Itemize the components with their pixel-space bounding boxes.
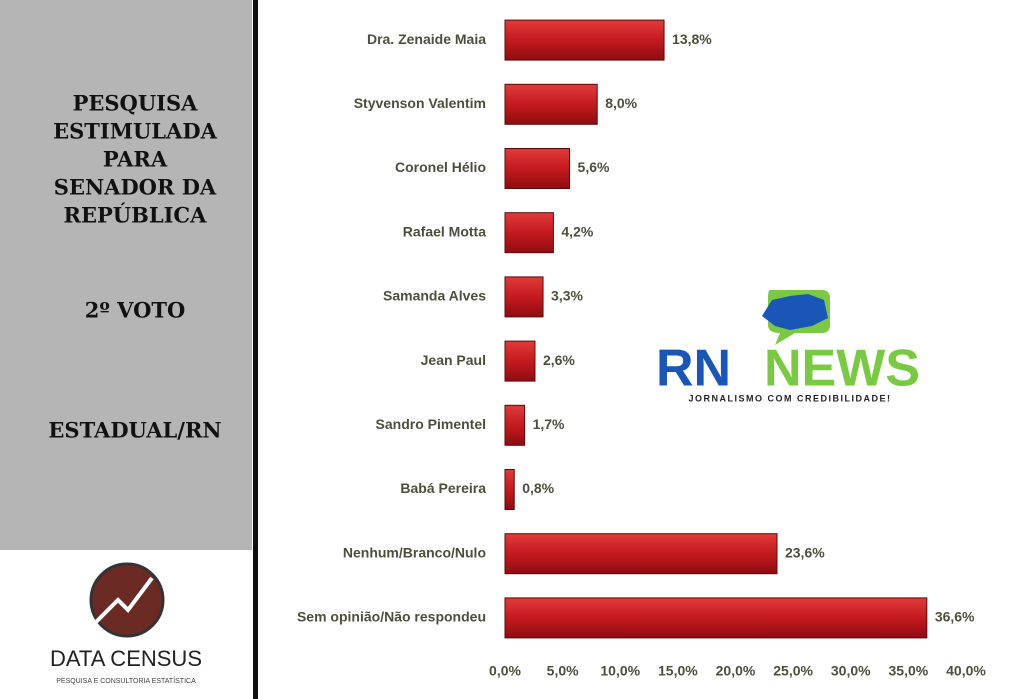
sidebar-title: PESQUISA ESTIMULADA PARA SENADOR DA REPÚ…: [48, 91, 221, 443]
category-label: Sem opinião/Não respondeu: [297, 609, 486, 625]
watermark: RN NEWS JORNALISMO COM CREDIBILIDADE!: [656, 290, 920, 403]
x-tick-label: 35,0%: [889, 663, 929, 679]
category-label: Dra. Zenaide Maia: [367, 31, 486, 47]
bar: [504, 533, 778, 575]
category-label: Rafael Motta: [403, 223, 486, 239]
bar: [504, 83, 598, 125]
x-tick-label: 20,0%: [716, 663, 756, 679]
category-label: Jean Paul: [421, 352, 486, 368]
category-label: Samanda Alves: [383, 288, 486, 304]
x-tick-label: 0,0%: [489, 663, 521, 679]
bar: [504, 404, 526, 446]
plot: 0,0% 5,0% 10,0% 15,0% 20,0% 25,0% 30,0% 35,0% 40…: [297, 19, 986, 679]
x-tick-label: 5,0%: [547, 663, 579, 679]
value-label: 5,6%: [578, 159, 610, 175]
scope-label: ESTADUAL/RN: [48, 418, 221, 443]
title-line: PESQUISA: [73, 91, 199, 116]
bar: [504, 597, 928, 639]
sidebar-panel: [0, 0, 252, 550]
watermark-tagline: JORNALISMO COM CREDIBILIDADE!: [689, 393, 892, 403]
x-tick-label: 30,0%: [831, 663, 871, 679]
x-tick-label: 10,0%: [600, 663, 640, 679]
title-line: SENADOR DA: [54, 175, 217, 200]
bar: [504, 212, 554, 254]
brand-name: DATA CENSUS: [50, 646, 202, 671]
title-line: REPÚBLICA: [64, 203, 208, 228]
category-label: Babá Pereira: [400, 480, 486, 496]
bar: [504, 469, 515, 510]
value-label: 36,6%: [935, 609, 975, 625]
category-label: Nenhum/Branco/Nulo: [343, 544, 486, 560]
watermark-rn: RN: [656, 340, 731, 398]
divider: [253, 0, 258, 699]
bar: [504, 148, 571, 189]
bar: [504, 19, 665, 61]
brand-tagline: PESQUISA E CONSULTORIA ESTATÍSTICA: [56, 676, 196, 685]
logo-circle: [89, 562, 165, 638]
value-label: 1,7%: [533, 416, 565, 432]
value-label: 0,8%: [522, 480, 554, 496]
title-line: ESTIMULADA: [53, 119, 217, 144]
value-label: 8,0%: [605, 95, 637, 111]
value-label: 2,6%: [543, 352, 575, 368]
value-label: 13,8%: [672, 31, 712, 47]
brand-logo: DATA CENSUS PESQUISA E CONSULTORIA ESTAT…: [50, 562, 202, 685]
logo-arrow: [94, 576, 154, 624]
bar: [504, 276, 544, 318]
category-label: Sandro Pimentel: [376, 416, 486, 432]
value-label: 23,6%: [785, 544, 825, 560]
category-label: Coronel Hélio: [395, 159, 486, 175]
watermark-news: NEWS: [764, 340, 920, 398]
watermark-map: [762, 294, 828, 330]
bar: [504, 340, 536, 382]
category-label: Styvenson Valentim: [354, 95, 486, 111]
title-line: PARA: [103, 147, 168, 172]
vote-label: 2º VOTO: [85, 298, 186, 323]
x-tick-label: 40,0%: [946, 663, 986, 679]
value-label: 4,2%: [561, 223, 593, 239]
x-tick-label: 25,0%: [773, 663, 813, 679]
x-tick-label: 15,0%: [658, 663, 698, 679]
value-label: 3,3%: [551, 288, 583, 304]
